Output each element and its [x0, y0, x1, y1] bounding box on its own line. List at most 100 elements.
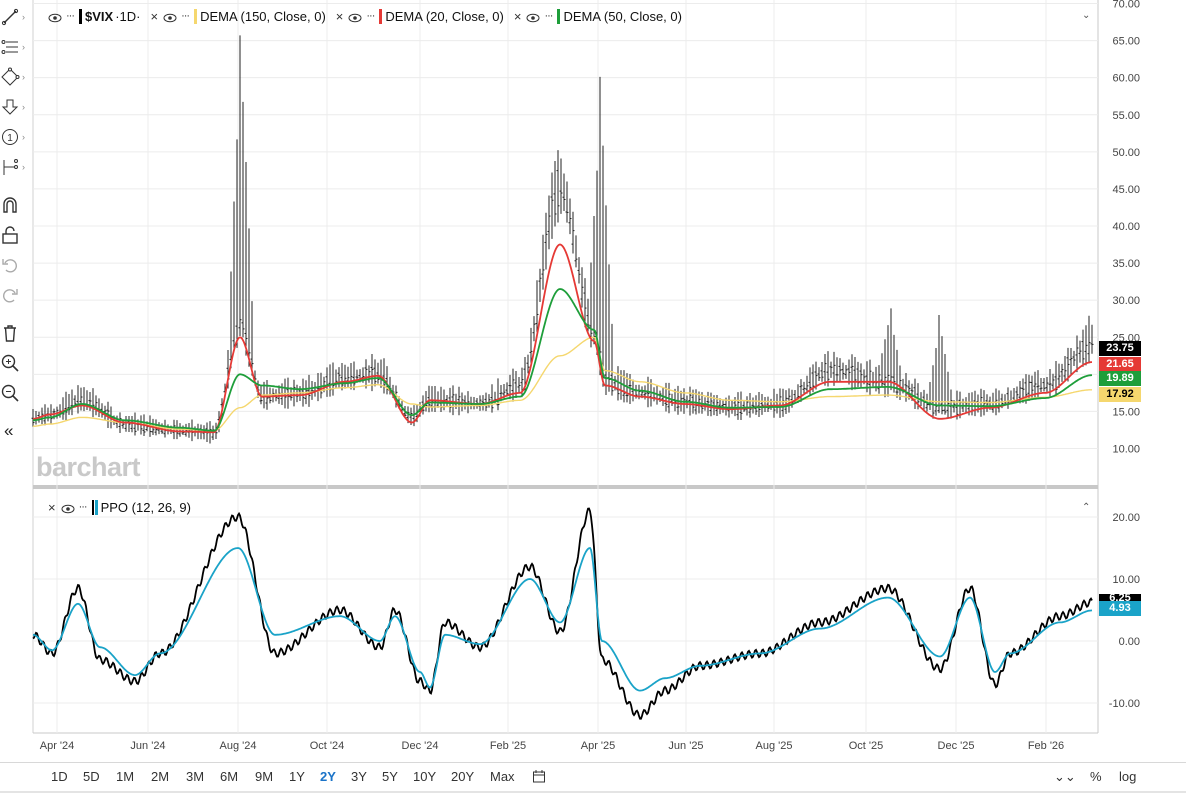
close-icon[interactable]: ×: [48, 499, 56, 515]
percent-scale-toggle[interactable]: %: [1090, 769, 1102, 784]
range-max[interactable]: Max: [490, 769, 515, 784]
x-tick-label: Feb '26: [1028, 740, 1064, 752]
price-badge-dema20: 21.65: [1099, 357, 1141, 372]
range-20y[interactable]: 20Y: [451, 769, 475, 784]
x-tick-label: Dec '24: [402, 740, 439, 752]
price-badge-dema150: 17.92: [1099, 387, 1141, 402]
main-pane-legend: ··· $VIX ·1D· × ··· DEMA (150, Close, 0)…: [48, 6, 692, 26]
chevron-up-icon[interactable]: ⌃: [1082, 502, 1091, 513]
x-tick-label: Feb '25: [490, 740, 526, 752]
interval-label[interactable]: ·1D·: [115, 8, 141, 24]
redo-icon[interactable]: [0, 284, 27, 306]
y-tick-label: 45.00: [1112, 184, 1140, 196]
collapse-panel-icon[interactable]: «: [4, 421, 14, 440]
range-2y[interactable]: 2Y: [320, 769, 336, 784]
y-tick-label: 35.00: [1112, 258, 1140, 270]
symbol-label: $VIX: [85, 8, 114, 24]
measure-tool-icon[interactable]: ›: [0, 156, 27, 178]
ppo-y-tick-label: -10.00: [1109, 698, 1140, 710]
more-options-icon[interactable]: ···: [544, 10, 553, 22]
shape-tool-icon[interactable]: ›: [0, 66, 27, 88]
study-swatch: [379, 8, 383, 24]
range-5y[interactable]: 5Y: [382, 769, 398, 784]
study-swatch: [91, 499, 94, 515]
more-options-icon[interactable]: ···: [66, 10, 75, 22]
undo-icon[interactable]: [0, 254, 27, 276]
series-layer: [31, 35, 1094, 720]
chevron-down-icon[interactable]: ⌄: [1082, 10, 1091, 21]
study-label[interactable]: DEMA (150, Close, 0): [200, 8, 326, 24]
range-1d[interactable]: 1D: [51, 769, 68, 784]
more-options-icon[interactable]: ···: [366, 10, 375, 22]
ppo-label[interactable]: PPO (12, 26, 9): [100, 499, 191, 515]
eye-icon[interactable]: [348, 11, 362, 23]
double-chevron-down-icon[interactable]: ⌄⌄: [1054, 769, 1076, 784]
drawing-toolbar: › › › › 1 › › «: [0, 0, 27, 450]
calendar-icon[interactable]: [532, 769, 546, 786]
svg-text:1: 1: [7, 133, 13, 144]
zoom-in-icon[interactable]: [0, 352, 27, 374]
number-tool-icon[interactable]: 1 ›: [0, 126, 27, 148]
y-tick-label: 15.00: [1112, 406, 1140, 418]
axis-labels: 10.0015.0020.0025.0030.0035.0040.0045.00…: [40, 0, 1140, 752]
eye-icon[interactable]: [48, 11, 62, 23]
y-tick-label: 65.00: [1112, 36, 1140, 48]
eye-icon[interactable]: [526, 11, 540, 23]
range-3m[interactable]: 3M: [186, 769, 205, 784]
range-2m[interactable]: 2M: [151, 769, 170, 784]
close-icon[interactable]: ×: [335, 8, 344, 24]
eye-icon[interactable]: [163, 11, 177, 23]
zoom-out-icon[interactable]: [0, 382, 27, 404]
y-tick-label: 70.00: [1112, 0, 1140, 11]
range-10y[interactable]: 10Y: [413, 769, 437, 784]
y-tick-label: 10.00: [1112, 444, 1140, 456]
dema-50-line: [33, 288, 1093, 432]
ppo-y-tick-label: 20.00: [1112, 512, 1140, 524]
magnet-icon[interactable]: [0, 194, 27, 216]
x-tick-label: Aug '24: [220, 740, 257, 752]
more-options-icon[interactable]: ···: [78, 501, 88, 513]
study-label[interactable]: DEMA (50, Close, 0): [563, 8, 682, 24]
fib-tool-icon[interactable]: ›: [0, 36, 27, 58]
ppo-pane-legend: × ··· PPO (12, 26, 9): [48, 497, 201, 517]
y-tick-label: 55.00: [1112, 110, 1140, 122]
study-swatch: [194, 8, 198, 24]
eye-icon[interactable]: [61, 502, 75, 514]
range-3y[interactable]: 3Y: [351, 769, 367, 784]
range-1y[interactable]: 1Y: [289, 769, 305, 784]
line-tool-icon[interactable]: ›: [0, 6, 27, 28]
lock-icon[interactable]: [0, 224, 27, 246]
close-icon[interactable]: ×: [150, 8, 159, 24]
study-swatch: [557, 8, 561, 24]
x-tick-label: Oct '24: [310, 740, 345, 752]
x-tick-label: Apr '25: [581, 740, 616, 752]
range-9m[interactable]: 9M: [255, 769, 274, 784]
ppo-y-tick-label: 10.00: [1112, 574, 1140, 586]
study-label[interactable]: DEMA (20, Close, 0): [385, 8, 504, 24]
price-badge-last: 23.75: [1099, 341, 1141, 356]
series-swatch: [79, 8, 82, 24]
ppo-badge-value: 6.25: [1099, 594, 1141, 603]
trash-icon[interactable]: [0, 322, 27, 344]
close-icon[interactable]: ×: [513, 8, 522, 24]
ppo-badge-signal: 4.93: [1099, 601, 1141, 616]
range-6m[interactable]: 6M: [220, 769, 239, 784]
arrow-tool-icon[interactable]: ›: [0, 96, 27, 118]
x-tick-label: Apr '24: [40, 740, 75, 752]
ppo-signal-line: [32, 546, 1093, 692]
log-scale-toggle[interactable]: log: [1119, 769, 1137, 784]
range-1m[interactable]: 1M: [116, 769, 135, 784]
study-swatch: [94, 499, 98, 515]
ohlc-bars: [31, 35, 1094, 444]
range-5d[interactable]: 5D: [83, 769, 100, 784]
ppo-y-tick-label: 0.00: [1119, 636, 1140, 648]
dema-20-line: [33, 243, 1092, 434]
more-options-icon[interactable]: ···: [181, 10, 190, 22]
time-range-bar: 1D 5D 1M 2M 3M 6M 9M 1Y 2Y 3Y 5Y 10Y 20Y…: [0, 762, 1186, 789]
price-badge-dema50: 19.89: [1099, 371, 1141, 386]
pane-separator: [33, 485, 1098, 489]
x-tick-label: Dec '25: [938, 740, 975, 752]
x-tick-label: Jun '25: [668, 740, 703, 752]
